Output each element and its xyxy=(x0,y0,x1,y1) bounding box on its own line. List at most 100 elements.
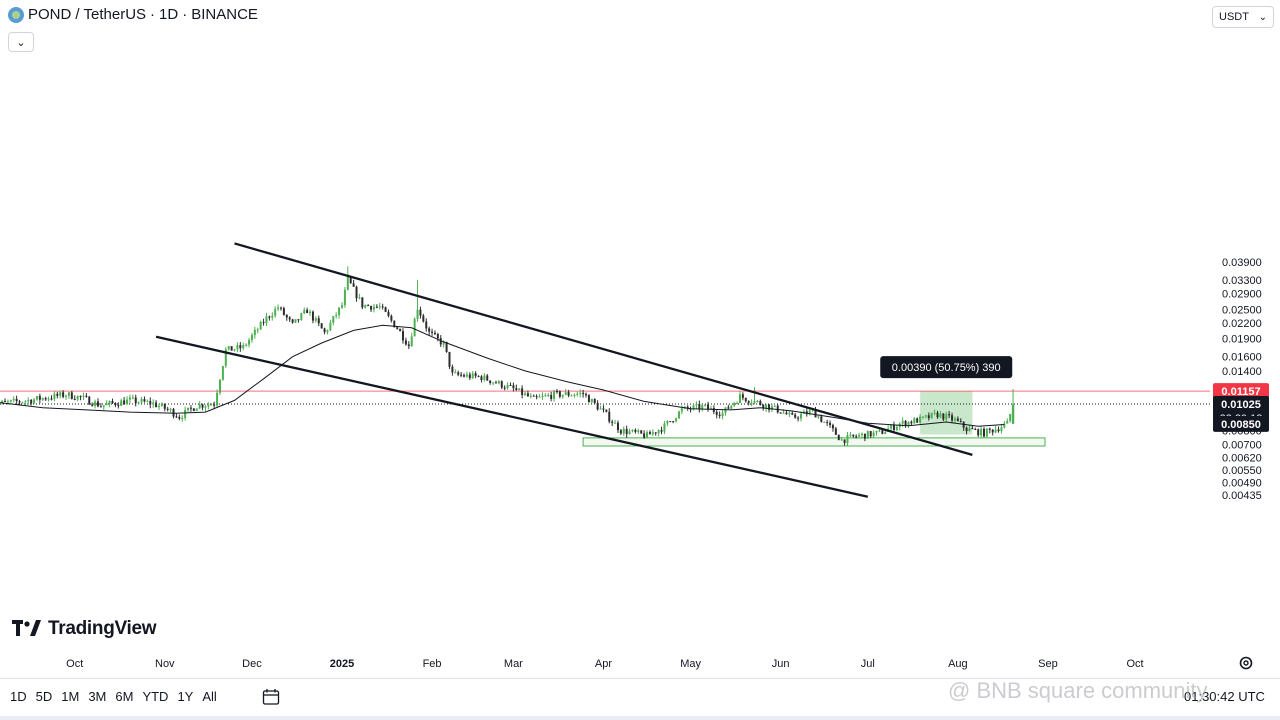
candle-up xyxy=(701,402,704,412)
candle-body xyxy=(311,311,314,321)
candle-down xyxy=(361,297,364,310)
candle-up xyxy=(497,380,500,385)
range-button-5d[interactable]: 5D xyxy=(35,689,53,704)
candle-down xyxy=(306,307,309,314)
candle-body xyxy=(532,395,535,397)
candle-down xyxy=(608,408,611,424)
x-tick-label: 2025 xyxy=(330,658,354,670)
currency-selector[interactable]: USDT ⌄ xyxy=(1212,6,1274,28)
range-button-1m[interactable]: 1M xyxy=(61,689,80,704)
candle-up xyxy=(236,342,239,353)
candle-body xyxy=(221,366,224,380)
symbol-header[interactable]: POND / TetherUS · 1D · BINANCE xyxy=(8,6,258,23)
range-button-1d[interactable]: 1D xyxy=(10,689,27,704)
x-tick-label: Apr xyxy=(595,658,612,670)
candle-body xyxy=(297,319,300,321)
candle-down xyxy=(192,408,195,412)
candle-body xyxy=(872,432,875,437)
candle-down xyxy=(785,410,788,415)
candle-up xyxy=(245,343,248,347)
candle-body xyxy=(712,408,715,412)
candle-body xyxy=(744,397,747,402)
candle-body xyxy=(561,394,564,397)
candle-up xyxy=(736,401,739,405)
range-button-3m[interactable]: 3M xyxy=(88,689,107,704)
candle-down xyxy=(983,427,986,438)
candle-body xyxy=(494,382,497,384)
range-button-1y[interactable]: 1Y xyxy=(177,689,194,704)
candle-body xyxy=(463,375,466,377)
candle-body xyxy=(457,372,460,375)
candle-down xyxy=(582,389,585,398)
candle-body xyxy=(279,307,282,309)
candle-body xyxy=(294,319,297,323)
candle-down xyxy=(741,392,744,401)
calendar-icon[interactable] xyxy=(262,688,280,706)
candle-body xyxy=(936,412,939,418)
candle-up xyxy=(343,286,346,308)
candle-up xyxy=(895,424,898,432)
candle-down xyxy=(114,402,117,408)
candle-up xyxy=(677,410,680,420)
candle-body xyxy=(442,341,445,345)
candle-up xyxy=(924,414,927,419)
candle-up xyxy=(274,306,277,318)
candle-body xyxy=(892,424,895,431)
range-button-all[interactable]: All xyxy=(202,689,217,704)
range-button-ytd[interactable]: YTD xyxy=(142,689,169,704)
candle-down xyxy=(779,412,782,414)
candle-body xyxy=(102,405,105,407)
moving-average-line[interactable] xyxy=(0,324,1005,427)
channel-upper-line[interactable] xyxy=(234,242,973,456)
candle-body xyxy=(547,395,550,397)
candle-body xyxy=(390,315,393,321)
candle-body xyxy=(468,374,471,379)
candle-body xyxy=(338,307,341,316)
candle-body xyxy=(773,405,776,407)
candle-body xyxy=(808,410,811,415)
candle-up xyxy=(704,403,707,407)
candle-up xyxy=(599,405,602,410)
symbol-name: POND xyxy=(28,6,72,23)
candle-down xyxy=(567,389,570,398)
candle-up xyxy=(210,403,213,406)
gear-icon[interactable] xyxy=(1238,655,1254,671)
candle-body xyxy=(433,332,436,335)
collapse-legend-button[interactable]: ⌄ xyxy=(8,32,34,52)
candle-up xyxy=(907,421,910,429)
candle-body xyxy=(285,314,288,318)
candle-body xyxy=(794,414,797,418)
candle-body xyxy=(922,416,924,418)
measure-label: 0.00390 (50.75%) 390 xyxy=(880,356,1013,379)
candle-body xyxy=(309,311,312,314)
candle-up xyxy=(259,320,262,330)
support-zone[interactable] xyxy=(582,437,1046,447)
candle-body xyxy=(997,429,1000,432)
candle-up xyxy=(271,312,274,321)
candle-up xyxy=(738,391,741,404)
candle-down xyxy=(997,426,1000,433)
candle-down xyxy=(585,392,588,398)
candle-down xyxy=(288,316,291,322)
candle-down xyxy=(672,420,675,424)
candle-down xyxy=(852,434,855,438)
range-button-6m[interactable]: 6M xyxy=(115,689,134,704)
candle-down xyxy=(689,406,692,413)
utc-clock[interactable]: 01:30:42 UTC xyxy=(1184,689,1265,704)
candle-down xyxy=(532,394,535,397)
candle-body xyxy=(1003,423,1006,428)
candle-body xyxy=(686,406,689,409)
candle-up xyxy=(733,401,736,407)
candle-up xyxy=(146,399,149,403)
x-tick-label: Dec xyxy=(242,658,262,670)
candle-body xyxy=(846,435,849,444)
candle-down xyxy=(431,328,434,336)
candle-body xyxy=(741,394,744,398)
candle-down xyxy=(178,414,181,421)
candle-up xyxy=(195,408,198,411)
candle-up xyxy=(898,422,901,431)
channel-lower-line[interactable] xyxy=(155,335,869,498)
candle-body xyxy=(791,413,794,415)
header-dot: · xyxy=(150,6,156,23)
